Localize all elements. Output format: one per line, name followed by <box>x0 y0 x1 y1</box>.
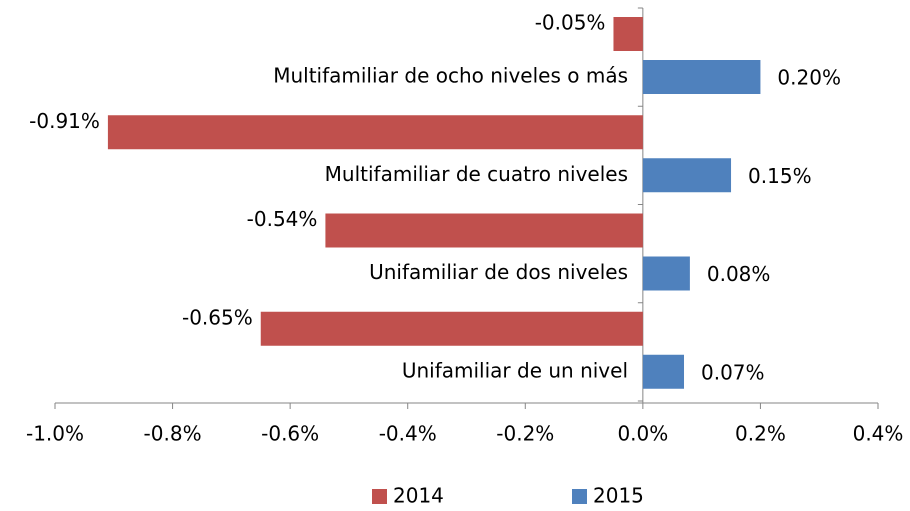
value-label: 0.20% <box>777 66 841 90</box>
x-tick-label: 0.2% <box>735 422 786 446</box>
bar <box>613 17 643 51</box>
value-label: 0.07% <box>701 360 765 384</box>
value-label: 0.15% <box>748 164 812 188</box>
x-tick-label: -0.8% <box>144 422 202 446</box>
legend-label: 2014 <box>393 484 444 508</box>
x-tick-label: -0.2% <box>496 422 554 446</box>
x-tick-label: -0.6% <box>261 422 319 446</box>
value-label: -0.65% <box>182 305 253 329</box>
bar <box>642 354 685 389</box>
category-label: Unifamiliar de dos niveles <box>369 260 628 284</box>
x-tick-label: 0.0% <box>617 422 668 446</box>
bar <box>107 115 643 150</box>
bar <box>325 213 643 248</box>
category-label: Multifamiliar de cuatro niveles <box>325 162 628 186</box>
legend-swatch <box>572 489 587 504</box>
value-label: -0.05% <box>535 11 606 35</box>
legend-label: 2015 <box>593 484 644 508</box>
category-label: Unifamiliar de un nivel <box>402 358 628 382</box>
value-label: -0.91% <box>29 109 100 133</box>
x-tick-label: -1.0% <box>26 422 84 446</box>
bar <box>642 158 732 193</box>
bar <box>642 256 690 291</box>
bar <box>642 60 761 94</box>
value-label: -0.54% <box>247 207 318 231</box>
x-tick-label: -0.4% <box>379 422 437 446</box>
value-label: 0.08% <box>707 262 771 286</box>
legend-swatch <box>372 489 387 504</box>
bar <box>260 311 643 346</box>
category-label: Multifamiliar de ocho niveles o más <box>273 64 628 88</box>
x-tick-label: 0.4% <box>853 422 904 446</box>
